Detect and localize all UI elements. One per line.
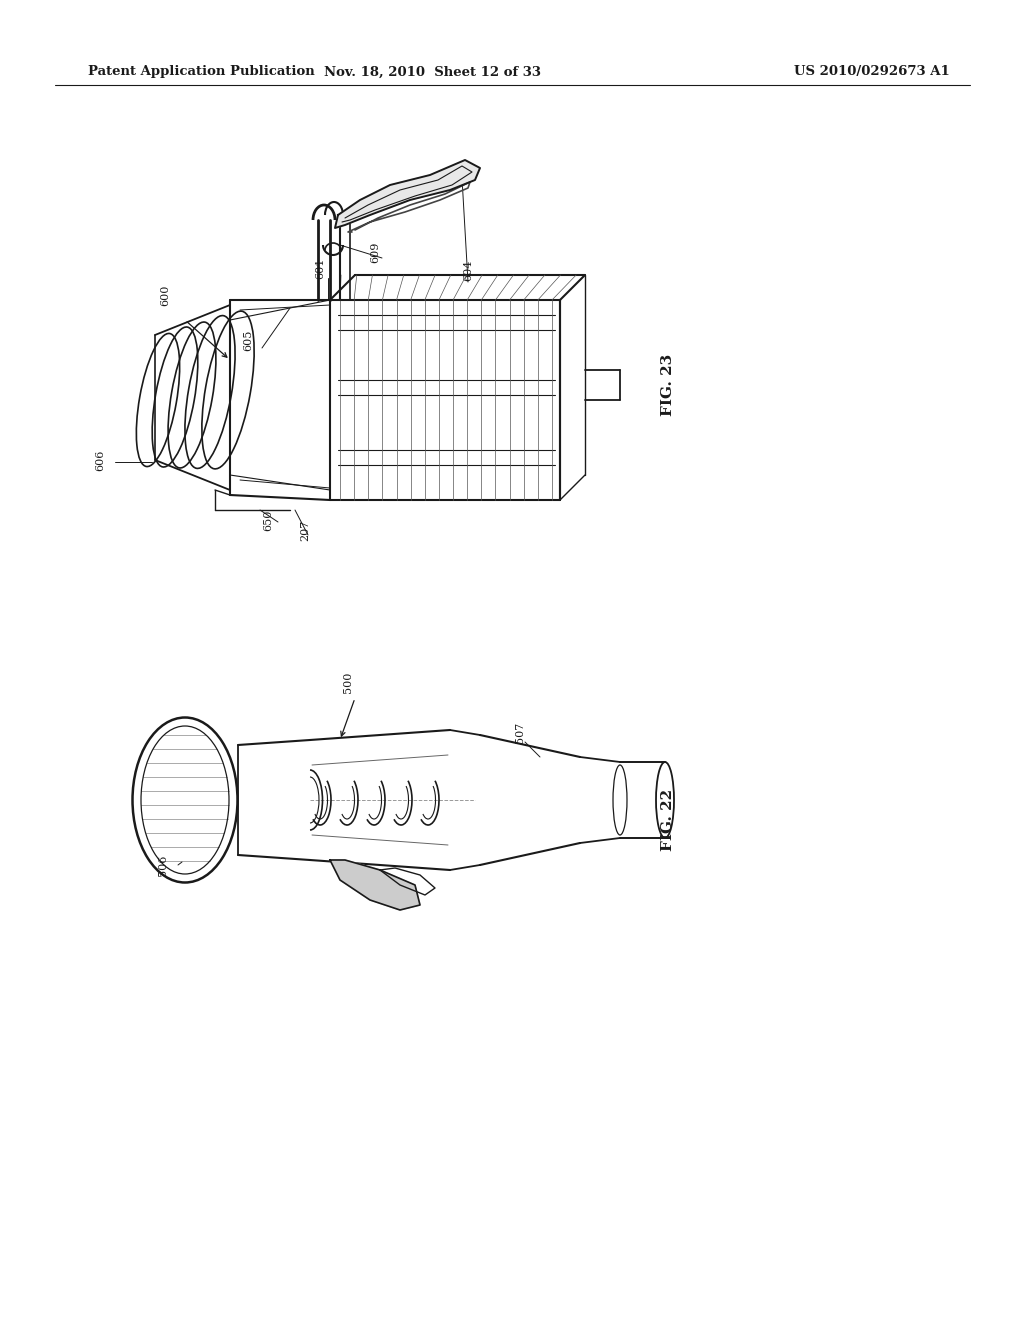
Text: 650: 650 [263,510,273,531]
Text: US 2010/0292673 A1: US 2010/0292673 A1 [795,66,950,78]
Text: 605: 605 [243,329,253,351]
Text: 604: 604 [463,259,473,281]
Text: 609: 609 [370,242,380,263]
Text: Patent Application Publication: Patent Application Publication [88,66,314,78]
Polygon shape [330,861,420,909]
Text: 506: 506 [158,854,168,875]
Text: 600: 600 [160,284,170,306]
Text: 500: 500 [343,672,353,693]
Text: 601: 601 [315,257,325,279]
Text: 606: 606 [95,449,105,471]
Text: FIG. 23: FIG. 23 [662,354,675,416]
Text: 207: 207 [300,519,310,541]
Text: Nov. 18, 2010  Sheet 12 of 33: Nov. 18, 2010 Sheet 12 of 33 [324,66,541,78]
Text: 507: 507 [515,721,525,743]
Polygon shape [335,160,480,228]
Text: FIG. 22: FIG. 22 [662,789,675,851]
